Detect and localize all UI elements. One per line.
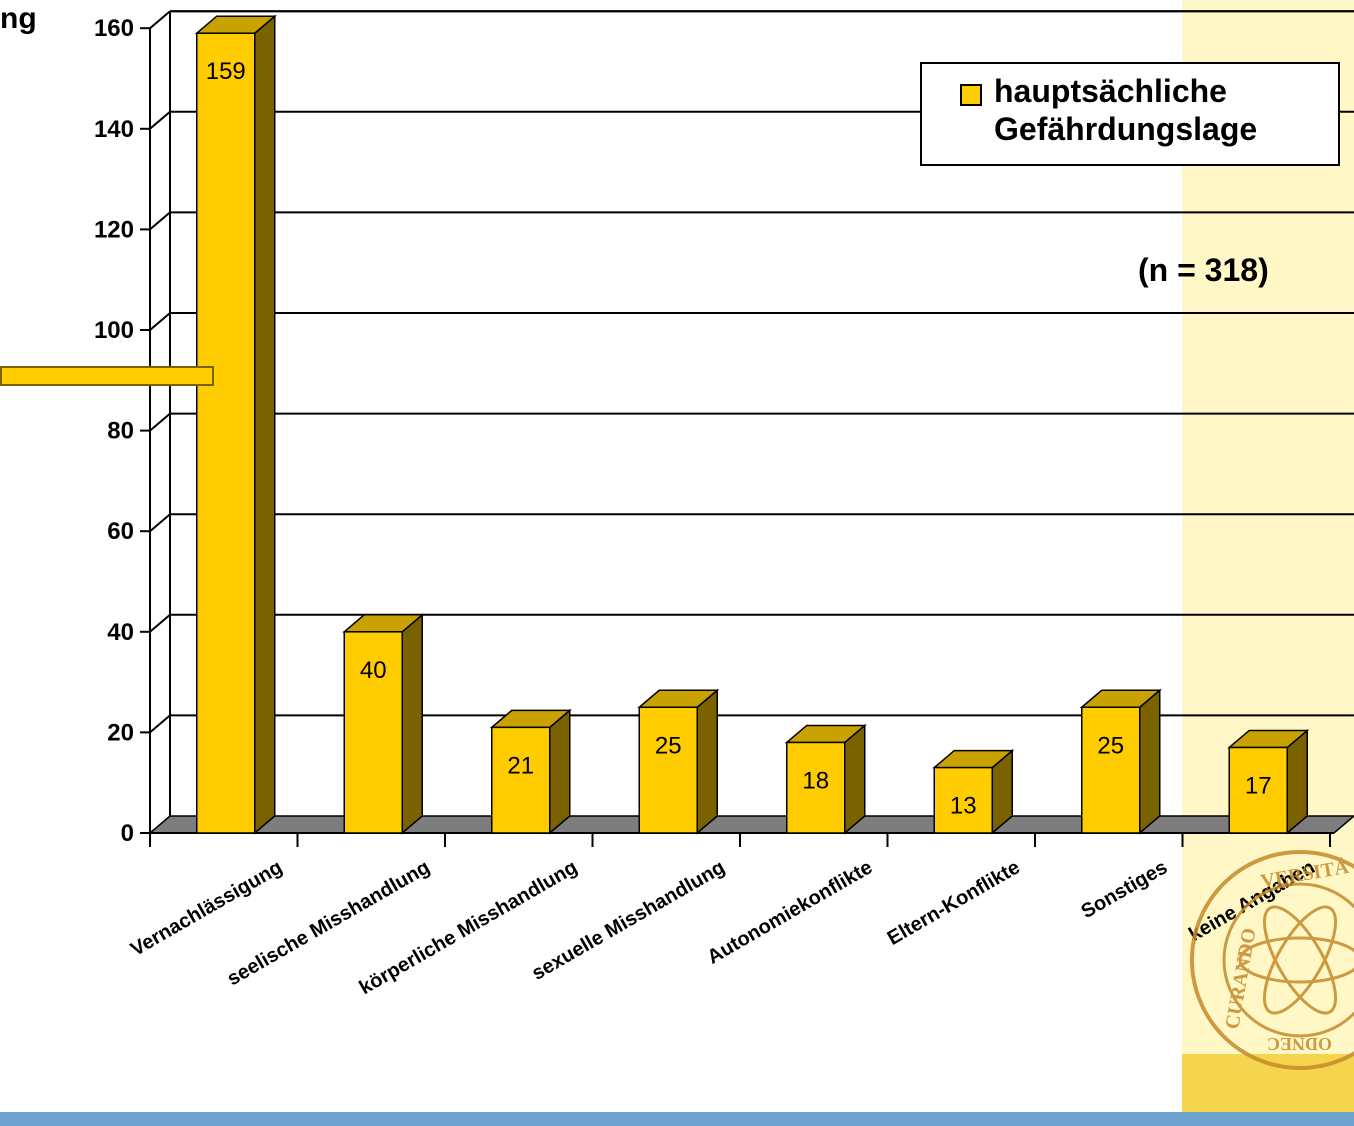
y-tick-label: 120 [94,216,134,243]
grid-line-diagonal [149,714,171,734]
bar: 13 [932,748,1015,835]
chart-floor-plane [147,815,1354,834]
bar: 25 [1079,688,1162,835]
y-tick-label: 60 [107,518,134,545]
bar-value-label: 21 [507,752,534,779]
bar-value-label: 25 [655,732,682,759]
bottom-color-strip [0,1112,1354,1126]
bars: 159 40 21 25 18 13 25 17 [194,14,1310,835]
bar-front [1081,706,1141,834]
y-tick-label: 80 [107,418,134,445]
grid-line-diagonal [149,111,171,130]
bar-value-label: 13 [950,793,977,820]
x-category-label: Autonomiekonflikte [704,856,877,968]
bar-side [696,688,718,835]
bar-value-label: 18 [802,767,829,794]
bar: 21 [489,708,572,835]
bar-front [1228,746,1288,834]
y-tick-label: 0 [121,820,134,847]
y-tick-label: 100 [94,317,134,344]
bar: 25 [637,688,720,835]
page-title-fragment: ng [0,2,37,35]
y-tick-label: 140 [94,116,134,143]
grid-line-diagonal [149,312,171,331]
bar-side [1139,688,1161,835]
y-axis: 0 20 40 60 80 100 120 140 160 [94,15,1334,847]
bar-value-label: 25 [1097,732,1124,759]
y-tick-label: 40 [107,619,134,646]
bar: 159 [194,14,277,835]
chart-floor [147,815,1354,834]
x-category-label: Vernachlässigung [127,856,286,961]
bar-side [844,723,866,835]
sample-size-annotation: (n = 318) [1138,252,1269,288]
y-tick-label: 160 [94,15,134,42]
grid-line-diagonal [149,10,171,29]
legend-label: hauptsächliche Gefährdungslage [994,73,1258,147]
x-category-label: Sonstiges [1077,856,1171,923]
bar-side [401,613,423,835]
legend-swatch [960,84,982,106]
pointer-bar [0,366,214,386]
grid-line-diagonal [149,513,171,532]
grid-line-diagonal [149,412,171,432]
bar: 18 [784,723,867,835]
bar-front [638,706,698,834]
bar-front [196,32,256,834]
bar-side [254,14,276,835]
bar-side [549,708,571,835]
bar-front [786,741,846,834]
bar-value-label: 159 [206,58,246,85]
legend: hauptsächliche Gefährdungslage [920,62,1340,166]
grid-line-diagonal [149,211,171,231]
bar: 40 [342,613,425,835]
grid-line-diagonal [149,614,171,633]
seal-text-bottom: ODNEC [1267,1034,1332,1054]
bar-front [491,726,551,834]
x-category-label: Eltern-Konflikte [884,856,1024,950]
bar-front [933,766,993,834]
bar-value-label: 17 [1245,772,1272,799]
bar-value-label: 40 [360,657,387,684]
bar-front [343,631,403,834]
bar: 17 [1227,728,1310,835]
y-tick-label: 20 [107,719,134,746]
